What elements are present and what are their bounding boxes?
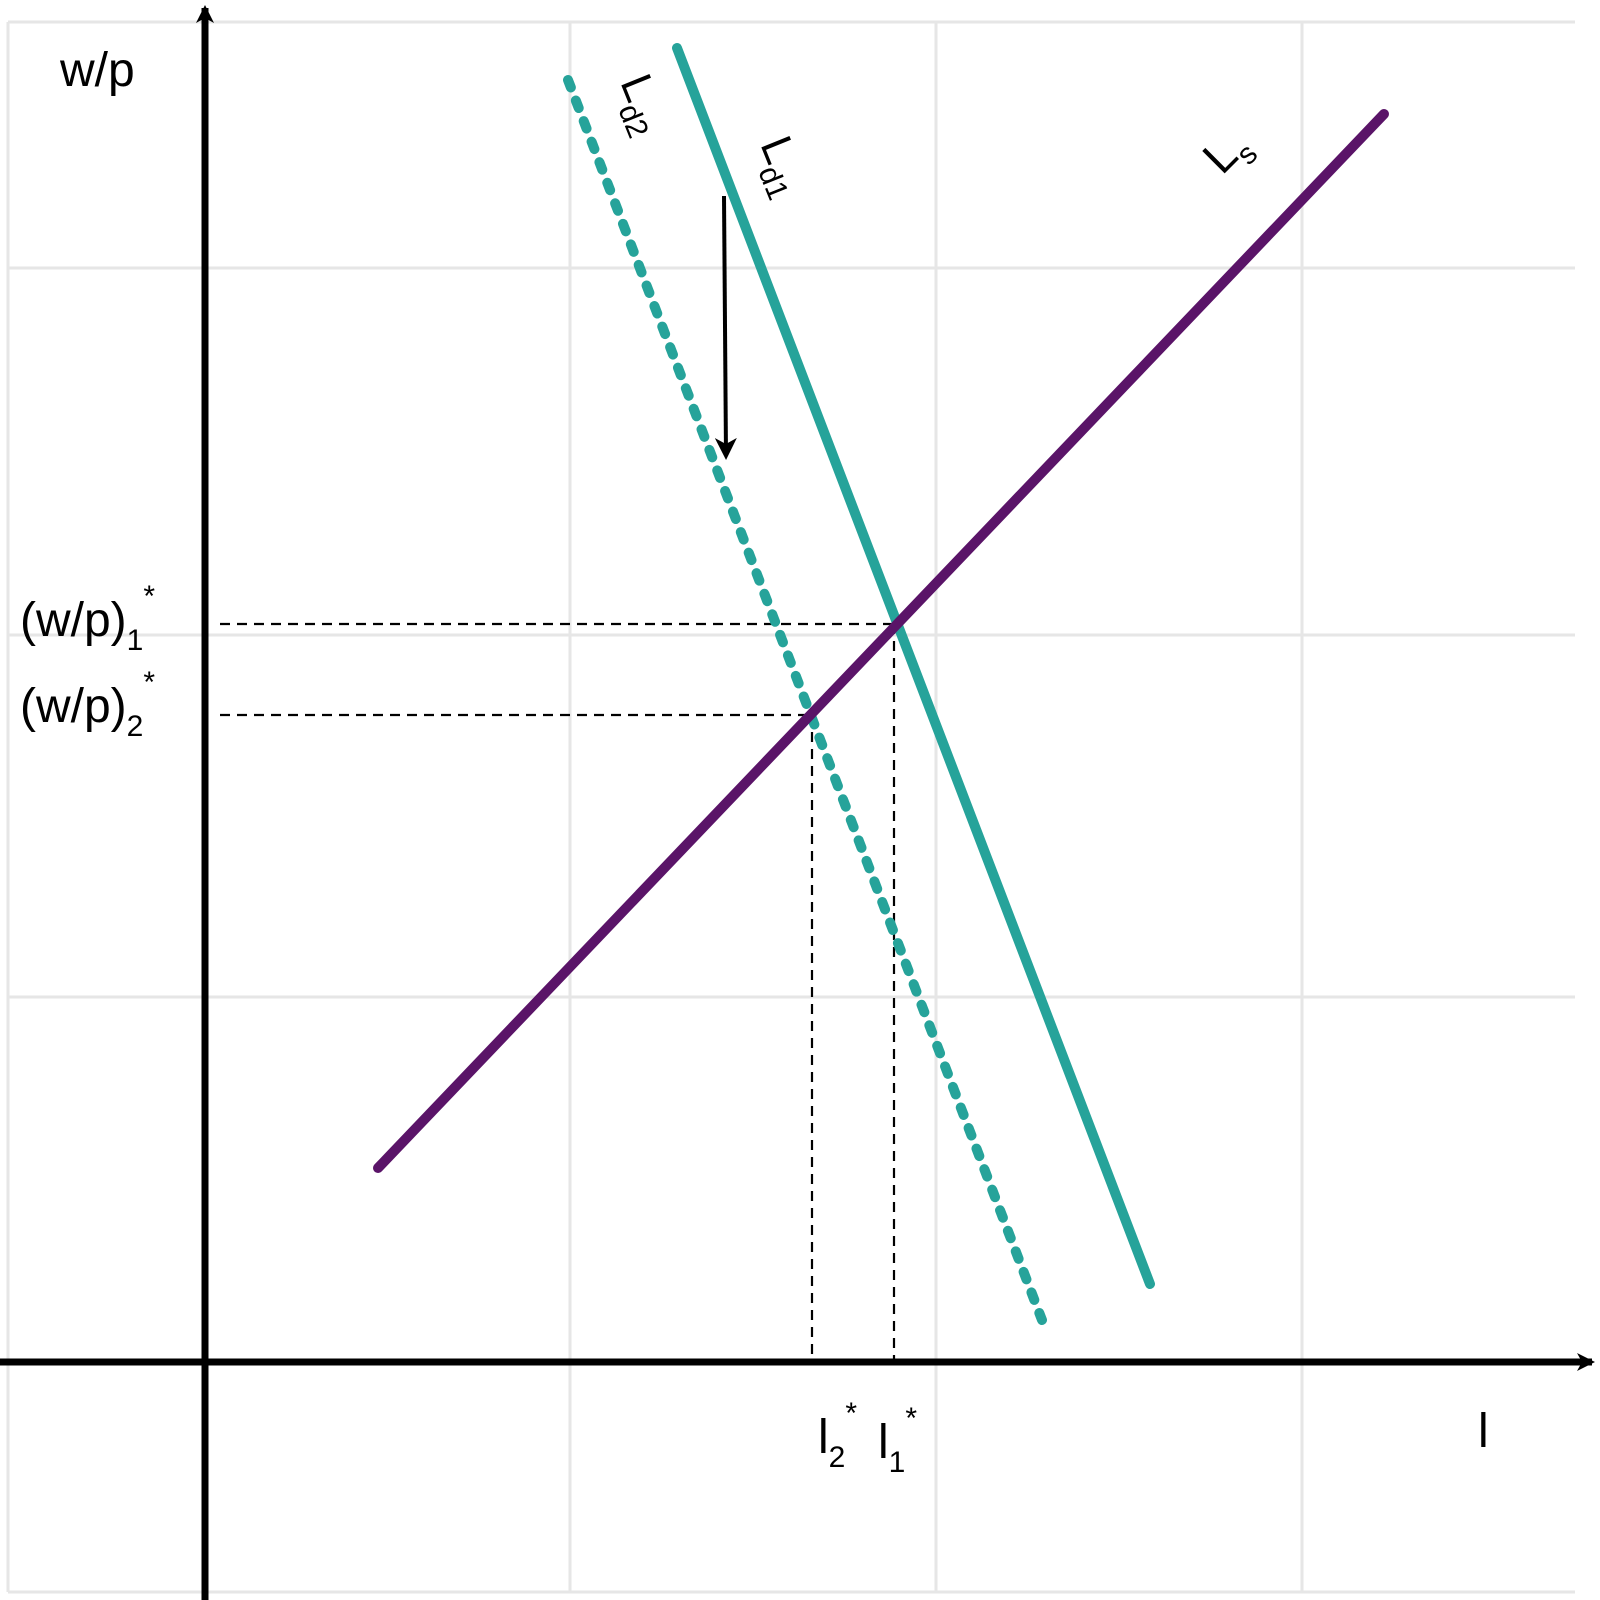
axes: w/p l — [0, 5, 1595, 1600]
curve-labels: Ls Ld1 Ld2 — [602, 67, 1264, 204]
ld2-label-sub: d2 — [612, 99, 655, 142]
ld1-curve — [672, 43, 1155, 1289]
l1-label-sup: * — [905, 1402, 917, 1435]
shift-arrow-group — [714, 195, 737, 460]
ld2-label: Ld2 — [602, 67, 677, 142]
curves — [373, 43, 1389, 1325]
ld1-label: Ld1 — [742, 129, 817, 204]
guide-lines — [220, 622, 896, 1360]
equilibrium-labels: (w/p)1* (w/p)2* l2* l1* — [20, 580, 917, 1479]
w2-label-sub: 2 — [127, 710, 144, 743]
ls-curve — [373, 109, 1389, 1173]
down-arrow-icon — [714, 195, 737, 460]
w2-label: (w/p)2 * — [20, 666, 155, 743]
l1-label-sub: 1 — [889, 1446, 906, 1479]
w2-label-base: (w/p) — [20, 680, 127, 733]
w1-label: (w/p)1 * — [20, 580, 155, 657]
l2-label-base: l — [818, 1411, 829, 1464]
l1-label-base: l — [878, 1416, 889, 1469]
w1-label-sub: 1 — [127, 624, 144, 657]
w2-label-sup: * — [143, 666, 155, 699]
x-axis-label: l — [1478, 1405, 1489, 1458]
ld2-curve — [563, 75, 1047, 1325]
grid — [6, 20, 1575, 1594]
w1-label-base: (w/p) — [20, 594, 127, 647]
l2-label-sub: 2 — [829, 1441, 846, 1474]
ls-label: Ls — [1192, 118, 1264, 190]
l2-label-sup: * — [845, 1397, 857, 1430]
ld1-label-sub: d1 — [752, 161, 795, 204]
y-axis-label: w/p — [59, 44, 135, 97]
l1-label: l1 * — [878, 1402, 917, 1479]
l2-label: l2 * — [818, 1397, 857, 1474]
w1-label-sup: * — [143, 580, 155, 613]
